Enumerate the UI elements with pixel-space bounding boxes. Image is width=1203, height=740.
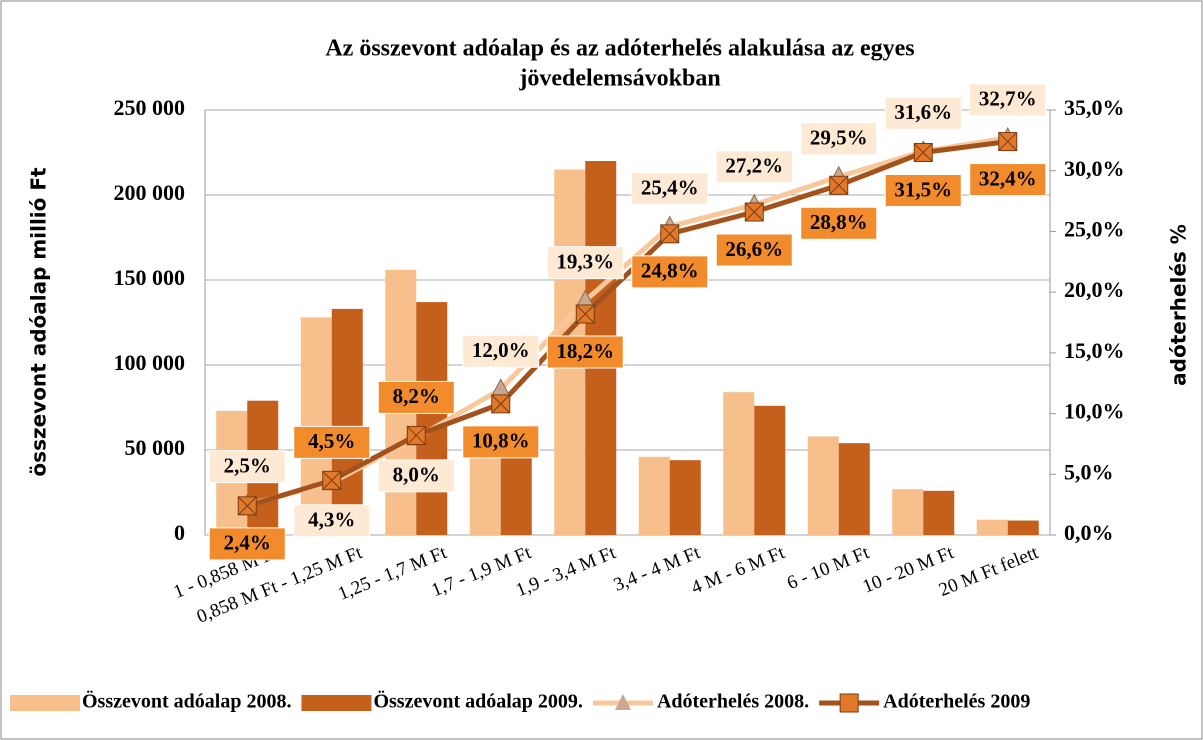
data-label: 27,2% <box>725 154 783 178</box>
data-label-box <box>631 172 709 206</box>
legend-marker <box>839 693 859 713</box>
legend-label: Összevont adóalap 2009. <box>373 690 582 713</box>
y-axis-label: összevont adóalap millió Ft <box>27 167 51 477</box>
legend-label: Adóterhelés 2009 <box>883 691 1030 713</box>
data-label-box <box>462 425 540 459</box>
data-label: 10,8% <box>472 429 530 453</box>
y-tick-label: 150 000 <box>114 265 186 290</box>
data-label: 31,5% <box>894 177 952 201</box>
chart-title: jövedelemsávokban <box>518 66 720 92</box>
data-label-box <box>377 459 455 493</box>
y-tick-label: 0 <box>174 520 185 545</box>
y2-tick-label: 35,0% <box>1064 95 1125 120</box>
data-label: 8,2% <box>393 384 440 408</box>
marker-cross <box>575 304 595 324</box>
marker-cross <box>913 143 933 162</box>
y2-tick-label: 10,0% <box>1064 399 1125 424</box>
marker-cross <box>829 175 849 195</box>
data-label-box <box>884 96 962 130</box>
y-tick-label: 100 000 <box>114 350 186 375</box>
y2-tick-label: 20,0% <box>1064 277 1125 302</box>
data-label-box <box>377 380 455 414</box>
bar <box>638 456 670 535</box>
bar <box>723 392 755 535</box>
data-label: 32,4% <box>979 166 1037 190</box>
y-tick-label: 50 000 <box>125 435 186 460</box>
data-label-box <box>715 233 793 267</box>
data-label: 2,4% <box>224 531 271 555</box>
data-label: 29,5% <box>810 126 868 150</box>
y2-axis-label: adóterhelés % <box>1167 224 1191 386</box>
bar <box>976 519 1008 535</box>
legend-label: Adóterhelés 2008. <box>657 691 809 713</box>
data-label-box <box>800 122 878 156</box>
y-tick-label: 250 000 <box>114 95 186 120</box>
y2-tick-label: 30,0% <box>1064 156 1125 181</box>
data-label-box <box>800 206 878 240</box>
data-label-box <box>969 163 1047 197</box>
data-label: 32,7% <box>979 87 1037 111</box>
bar <box>416 302 448 535</box>
data-label-box <box>884 174 962 207</box>
legend-swatch <box>10 695 80 711</box>
data-label-box <box>293 425 371 459</box>
data-label-box <box>546 335 624 369</box>
data-label: 4,5% <box>308 429 355 453</box>
y2-tick-label: 0,0% <box>1064 520 1114 545</box>
data-label-box <box>546 246 624 280</box>
bar <box>838 443 870 535</box>
marker-cross <box>406 426 426 445</box>
data-label: 2,5% <box>224 453 271 477</box>
marker-cross <box>660 224 680 244</box>
data-label: 18,2% <box>556 339 614 363</box>
data-label-box <box>208 450 286 484</box>
data-label: 25,4% <box>641 175 699 199</box>
bar <box>500 456 532 535</box>
legend-label: Összevont adóalap 2008. <box>82 690 291 713</box>
y2-tick-label: 15,0% <box>1064 338 1125 363</box>
legend-marker <box>614 694 631 710</box>
data-label: 19,3% <box>556 249 614 273</box>
marker-cross <box>322 471 342 490</box>
data-label-box <box>462 334 540 368</box>
y-tick-label: 200 000 <box>114 180 186 205</box>
marker-cross <box>998 132 1018 151</box>
y2-tick-label: 5,0% <box>1064 459 1114 484</box>
y2-tick-label: 25,0% <box>1064 216 1125 241</box>
bar <box>331 308 363 535</box>
data-label: 8,0% <box>393 463 440 487</box>
data-label-box <box>208 527 286 561</box>
bar <box>923 490 955 535</box>
bar <box>754 405 786 535</box>
data-label: 24,8% <box>641 259 699 283</box>
data-label-box <box>293 504 371 538</box>
chart-title: Az összevont adóalap és az adóterhelés a… <box>325 36 914 62</box>
data-label: 12,0% <box>472 338 530 362</box>
line <box>246 139 1009 509</box>
data-label-box <box>969 83 1047 117</box>
data-label: 31,6% <box>894 100 952 124</box>
marker-cross <box>237 496 257 516</box>
data-label: 26,6% <box>725 237 783 261</box>
bar <box>892 489 924 535</box>
marker-cross <box>491 394 511 414</box>
data-label: 28,8% <box>810 210 868 234</box>
legend-swatch <box>301 695 372 711</box>
data-label: 4,3% <box>308 508 355 532</box>
bar <box>1007 520 1039 535</box>
marker-cross <box>744 202 764 222</box>
bar <box>807 436 839 535</box>
data-label-box <box>715 150 793 184</box>
bar <box>669 460 701 535</box>
data-label-box <box>631 255 709 289</box>
